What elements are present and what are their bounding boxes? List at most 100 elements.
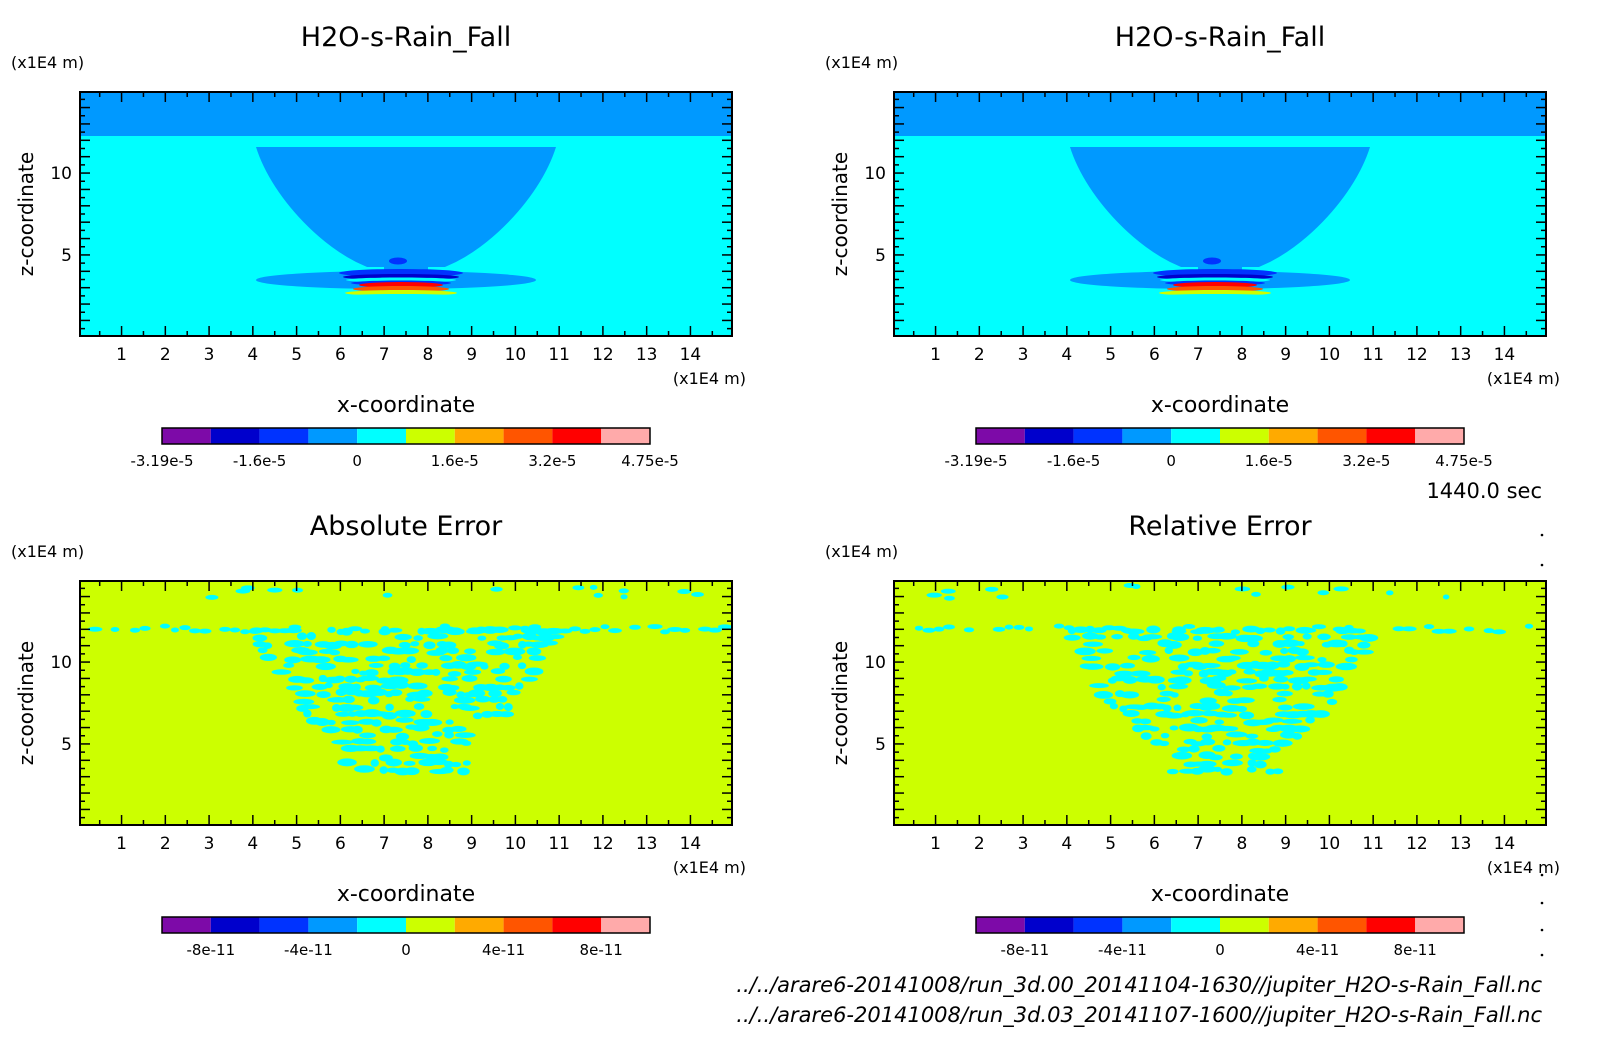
error-blob [1130, 670, 1151, 677]
error-blob [1201, 733, 1213, 740]
error-blob [963, 627, 975, 633]
error-blob [517, 662, 527, 670]
error-blob [608, 628, 622, 634]
error-blob [1314, 669, 1333, 675]
x-tick-label: 9 [1280, 834, 1291, 854]
error-blob [1120, 691, 1140, 699]
error-blob [1146, 625, 1161, 634]
error-blob [423, 641, 436, 650]
error-blob [344, 675, 358, 683]
y-unit-label: (x1E4 m) [825, 542, 898, 561]
error-blob [1335, 662, 1358, 671]
error-blob [1160, 732, 1170, 739]
error-blob [351, 668, 360, 675]
error-blob [252, 634, 268, 642]
error-blob [1272, 696, 1287, 703]
error-blob [326, 719, 336, 726]
error-blob [129, 627, 141, 633]
error-blob [489, 626, 509, 634]
error-blob [1289, 725, 1311, 733]
error-blob [1170, 633, 1190, 642]
error-blob [1328, 676, 1344, 683]
error-blob [461, 740, 472, 746]
error-blob [1216, 632, 1237, 640]
colorbar-swatch [1171, 428, 1220, 444]
error-blob [361, 745, 382, 752]
error-blob [1182, 624, 1196, 630]
error-blob [512, 654, 523, 660]
error-blob [444, 731, 455, 739]
error-blob [1197, 765, 1217, 773]
colorbar-tick-label: 8e-11 [580, 941, 623, 959]
error-blob [1170, 692, 1179, 698]
colorbar-tick-label: -3.19e-5 [131, 452, 194, 470]
error-blob [1281, 584, 1295, 590]
error-blob [1096, 648, 1114, 654]
x-tick-label: 1 [930, 345, 941, 365]
error-blob [1357, 641, 1371, 649]
error-blob [526, 647, 542, 656]
error-blob [1254, 760, 1267, 769]
x-tick-label: 14 [680, 834, 702, 854]
error-blob [1183, 709, 1205, 717]
colorbar-swatch [601, 917, 650, 933]
error-blob [271, 669, 292, 675]
error-blob [395, 717, 414, 723]
error-blob [1082, 641, 1103, 647]
error-blob [495, 702, 505, 710]
error-blob [1214, 719, 1225, 725]
error-blob [1246, 766, 1257, 773]
x-tick-label: 4 [247, 345, 258, 365]
error-blob [1225, 731, 1248, 738]
error-blob [445, 628, 465, 636]
error-blob [1463, 626, 1475, 632]
error-blob [443, 760, 454, 768]
x-tick-label: 1 [930, 834, 941, 854]
x-tick-label: 11 [548, 345, 570, 365]
colorbar-tick-label: 4e-11 [482, 941, 525, 959]
error-blob [1442, 594, 1450, 600]
error-blob [1441, 628, 1457, 634]
error-blob [1311, 710, 1330, 718]
error-blob [1279, 669, 1294, 676]
colorbar-swatch [552, 428, 602, 444]
error-blob [1220, 768, 1233, 776]
error-blob [620, 594, 628, 600]
colorbar-swatch [503, 917, 553, 933]
x-tick-label: 2 [974, 345, 985, 365]
x-unit-label: (x1E4 m) [673, 858, 746, 877]
x-unit-label: (x1E4 m) [673, 369, 746, 388]
error-blob [457, 767, 470, 776]
panel-4: Relative Error(x1E4 m)1 2 3 4 5 6 7 8 9 10 11 12 13 1… [825, 511, 1560, 959]
error-blob [1183, 670, 1194, 677]
error-blob [1103, 698, 1117, 705]
error-blob [306, 632, 317, 640]
error-blob [528, 655, 547, 662]
error-blob [1195, 626, 1216, 634]
error-blob [382, 592, 393, 598]
error-blob [357, 738, 377, 745]
error-blob [922, 627, 936, 633]
upper-layer-field [894, 92, 1546, 136]
y-tick-label: 10 [50, 653, 72, 673]
error-blob [1251, 591, 1261, 597]
y-tick-label: 10 [50, 164, 72, 184]
error-blob [569, 626, 581, 632]
error-blob [1222, 759, 1243, 767]
x-tick-label: 7 [379, 834, 390, 854]
error-blob [352, 725, 363, 734]
x-unit-label: (x1E4 m) [1487, 858, 1560, 877]
error-blob [1249, 752, 1271, 761]
error-blob [1302, 633, 1312, 640]
error-blob [139, 625, 151, 631]
error-blob [378, 628, 391, 636]
error-blob [717, 624, 733, 630]
error-blob [1230, 629, 1241, 635]
error-blob [1229, 648, 1249, 655]
x-tick-label: 6 [335, 345, 346, 365]
error-blob [1277, 704, 1293, 711]
error-blob [1345, 656, 1358, 663]
error-blob [376, 745, 385, 753]
error-blob [1244, 738, 1261, 746]
error-blob [589, 627, 601, 633]
